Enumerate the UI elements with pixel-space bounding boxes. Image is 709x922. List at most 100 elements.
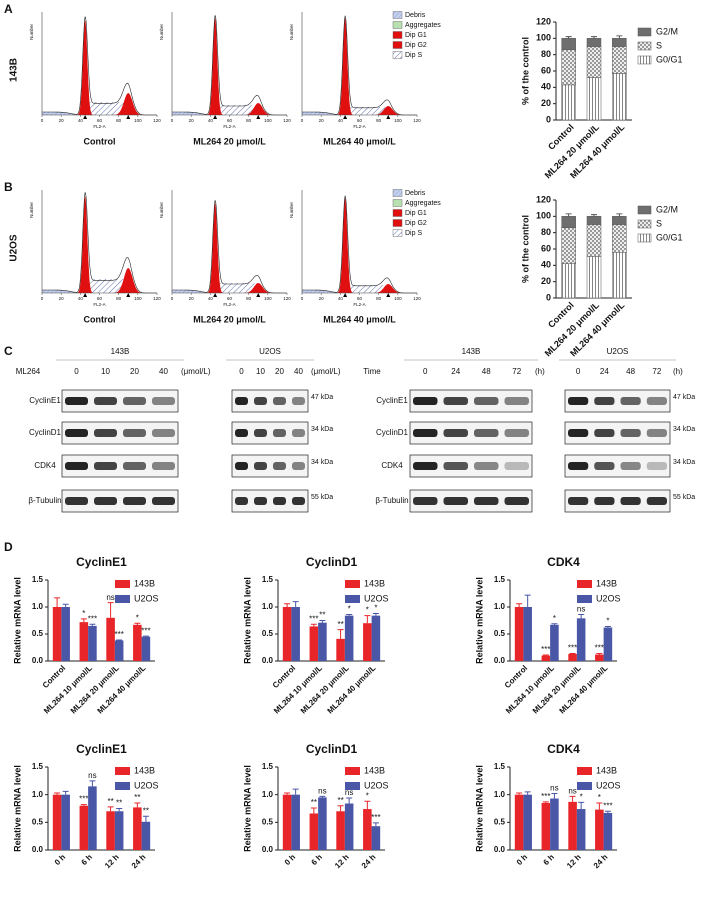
unit-label: (h) [673, 367, 683, 376]
histogram-outline [302, 195, 417, 294]
protein-label: β-Tubulin [375, 496, 408, 505]
bar [336, 811, 345, 850]
y-tick-label: 1.0 [494, 602, 506, 611]
plot-title: Control [84, 314, 116, 324]
bar [576, 618, 586, 661]
bar-segment [586, 38, 602, 47]
error-bar [346, 614, 353, 616]
blot-band [594, 497, 615, 505]
bar [514, 794, 524, 850]
legend-swatch [392, 209, 403, 217]
blot-band [152, 429, 175, 437]
peak-marker [256, 115, 261, 119]
lane-label: 48 [482, 367, 491, 376]
lane-label: 20 [130, 367, 139, 376]
bar [291, 794, 300, 850]
significance-label: *** [79, 795, 88, 804]
kda-label: 47 kDa [673, 394, 695, 401]
blot-band [568, 397, 589, 405]
legend-label: U2OS [596, 780, 621, 790]
blot-band [235, 497, 248, 505]
blot-band [568, 429, 589, 437]
blot-band [152, 462, 175, 470]
y-tick-label: 1.0 [32, 602, 44, 611]
x-tick-label: 100 [264, 118, 272, 123]
x-axis-label: FL2-A [353, 124, 365, 129]
y-axis-label: Relative mRNA level [474, 765, 484, 852]
blot-band [620, 462, 641, 470]
bar [363, 623, 372, 661]
legend-swatch [577, 580, 592, 588]
error-bar [292, 601, 299, 607]
x-tick-label: 80 [246, 296, 252, 301]
legend-label: Dip G2 [405, 220, 427, 227]
chart-title: CyclinE1 [76, 555, 127, 569]
error-bar [107, 602, 114, 618]
blot-frame [564, 454, 671, 478]
error-bar [524, 791, 531, 795]
blot-band [646, 462, 667, 470]
significance-label: ns [318, 786, 326, 795]
bar [576, 809, 586, 850]
blot-frame [409, 389, 533, 413]
lane-label: 40 [159, 367, 168, 376]
blot-frame [564, 389, 671, 413]
x-tick-label: ML264 40 μmol/L [96, 663, 148, 715]
legend-label: U2OS [364, 593, 389, 603]
legend-swatch [345, 782, 360, 790]
x-tick-label: 24 h [130, 852, 148, 870]
y-tick-label: 1.5 [262, 762, 274, 771]
significance-label: ns [550, 784, 558, 793]
bar-segment [612, 46, 627, 74]
peak-marker [386, 115, 391, 119]
significance-label: *** [114, 630, 123, 639]
y-axis-label: Number [29, 202, 34, 219]
x-axis-label: FL2-A [93, 302, 105, 307]
panel-label: D [4, 540, 13, 554]
y-tick-label: 0.0 [494, 845, 506, 854]
blot-band [413, 497, 438, 505]
blot-frame [409, 421, 533, 445]
legend-swatch [637, 205, 652, 215]
blot-band [254, 462, 267, 470]
bar-segment [586, 256, 602, 299]
x-tick-label: 60 [227, 296, 233, 301]
blot-band [474, 429, 499, 437]
x-tick-label: 0 h [515, 852, 530, 867]
y-tick-label: 1.5 [32, 762, 44, 771]
x-tick-label: ML264 10 μmol/L [272, 663, 324, 715]
bar-segment [612, 38, 627, 47]
blot-band [620, 397, 641, 405]
x-tick-label: 20 [319, 296, 325, 301]
histogram-outline [302, 15, 417, 116]
blot-frame [61, 389, 179, 413]
histogram-outline [172, 14, 287, 116]
peak-marker [256, 293, 261, 297]
significance-label: *** [309, 614, 318, 623]
x-tick-label: 20 [59, 118, 65, 123]
panel-label: C [4, 344, 13, 358]
blot-band [504, 397, 529, 405]
legend-label: U2OS [364, 780, 389, 790]
x-tick-label: 24 h [360, 852, 378, 870]
legend-swatch [392, 41, 403, 49]
blot-band [443, 397, 468, 405]
x-tick-label: ML264 10 μmol/L [504, 663, 556, 715]
bar [88, 625, 97, 661]
g1-peak [42, 196, 157, 293]
error-bar [346, 797, 353, 804]
x-axis-label: FL2-A [223, 302, 235, 307]
y-tick-label: 0.5 [494, 817, 506, 826]
x-tick-label: 120 [283, 296, 291, 301]
bar [603, 627, 613, 661]
bar-segment [612, 224, 627, 253]
axis-frame [41, 12, 157, 116]
y-tick-label: 60 [541, 65, 551, 75]
bar [336, 638, 345, 661]
peak-marker [126, 293, 131, 297]
bar [568, 653, 577, 661]
x-tick-label: 100 [134, 118, 142, 123]
protein-label: β-Tubulin [28, 496, 61, 505]
error-bar [62, 790, 69, 795]
y-axis-label: Number [29, 24, 34, 41]
